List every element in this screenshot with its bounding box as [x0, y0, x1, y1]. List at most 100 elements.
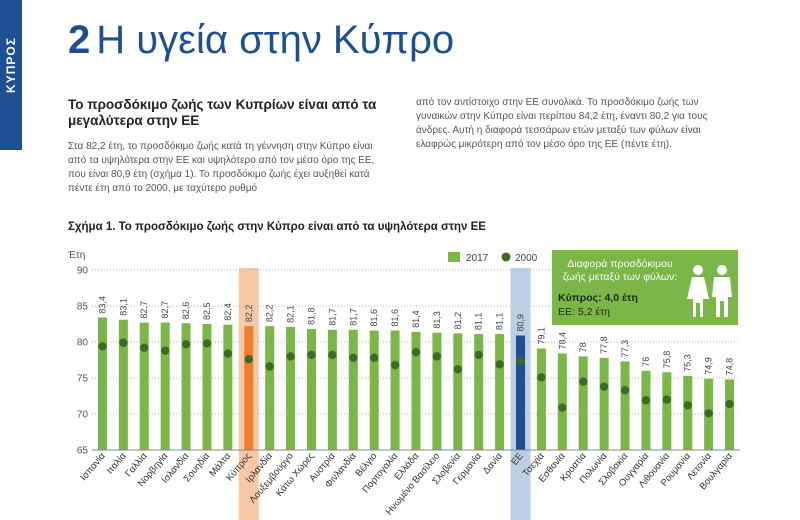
info-box-cyprus: Κύπρος: 4,0 έτη — [558, 292, 638, 304]
data-label: 77,8 — [599, 336, 609, 354]
bar-2017 — [453, 333, 463, 450]
bar-2017 — [181, 323, 191, 450]
data-label: 78 — [578, 342, 588, 352]
bar-2017 — [390, 330, 400, 450]
dot-2000 — [411, 347, 421, 357]
data-label: 80,9 — [516, 314, 526, 332]
dot-2000 — [349, 353, 358, 363]
bar-2017 — [97, 317, 107, 450]
data-label: 81,8 — [306, 308, 316, 326]
dot-2000 — [265, 362, 274, 371]
data-label: 81,7 — [327, 308, 337, 326]
dot-2000 — [620, 386, 630, 395]
y-tick-label: 70 — [77, 410, 89, 421]
legend-swatch-2017 — [448, 252, 460, 262]
dot-2000 — [181, 339, 191, 349]
dot-2000 — [579, 377, 588, 386]
dot-2000 — [328, 350, 337, 360]
bar-2017 — [265, 326, 275, 450]
dot-2000 — [286, 352, 295, 361]
data-label: 81,1 — [495, 313, 505, 331]
bar-2017 — [118, 319, 128, 450]
data-label: 82,2 — [265, 305, 275, 323]
dot-2000 — [160, 346, 170, 355]
info-box-eu: ΕΕ: 5,2 έτη — [558, 306, 611, 318]
dot-2000 — [432, 352, 442, 361]
bar-2017 — [139, 322, 149, 450]
data-label: 81,6 — [369, 309, 379, 327]
x-tick-label: Δανία — [481, 450, 505, 476]
bar-2017 — [327, 329, 337, 450]
dot-2000 — [683, 401, 692, 410]
data-label: 76 — [641, 357, 651, 367]
bar-2017 — [474, 334, 484, 450]
bar-2017 — [369, 330, 379, 450]
data-label: 81,4 — [411, 310, 421, 328]
dot-2000 — [474, 350, 483, 360]
data-label: 81,2 — [453, 312, 463, 330]
bar-2017 — [725, 379, 735, 450]
bar-2017 — [286, 326, 296, 450]
bar-2017 — [160, 322, 170, 450]
data-label: 78,4 — [557, 332, 567, 350]
bar-2017 — [578, 356, 588, 450]
y-tick-label: 90 — [77, 266, 89, 277]
dot-2000 — [307, 350, 316, 360]
bar-2017 — [432, 332, 442, 450]
data-label: 83,4 — [97, 296, 107, 314]
bar-2017 — [202, 324, 212, 450]
dot-2000 — [558, 403, 567, 412]
y-axis-label: Έτη — [67, 250, 85, 261]
bar-2017 — [662, 372, 672, 450]
data-label: 75,8 — [662, 351, 672, 369]
dot-2000 — [725, 399, 734, 409]
dot-2000 — [516, 356, 525, 365]
dot-2000 — [390, 360, 400, 370]
bar-2017 — [641, 370, 651, 450]
legend-swatch-2000 — [501, 252, 511, 262]
dot-2000 — [223, 349, 233, 358]
data-label: 75,3 — [683, 354, 693, 372]
bar-2017 — [683, 375, 693, 450]
dot-2000 — [98, 342, 107, 351]
bar-2017 — [244, 326, 254, 450]
data-label: 81,3 — [432, 311, 442, 329]
dot-2000 — [202, 339, 212, 348]
dot-2000 — [369, 353, 379, 363]
dot-2000 — [704, 409, 713, 418]
figure-title: Σχήμα 1. Το προσδόκιμο ζωής στην Κύπρο ε… — [68, 221, 486, 233]
data-label: 74,8 — [725, 358, 735, 376]
data-label: 74,9 — [704, 357, 714, 375]
bar-2017 — [223, 324, 233, 450]
info-box-title: Διαφορά προσδόκιμου ζωής μεταξύ των φύλω… — [562, 258, 678, 283]
bar-2017 — [557, 353, 567, 450]
data-label: 82,2 — [244, 305, 254, 323]
dot-2000 — [140, 343, 149, 352]
legend-label-2000: 2000 — [515, 253, 538, 264]
dot-2000 — [662, 395, 672, 404]
bar-2017 — [348, 329, 358, 450]
data-label: 82,7 — [139, 301, 149, 319]
data-label: 81,1 — [474, 313, 484, 331]
data-label: 81,7 — [348, 308, 358, 326]
data-label: 81,6 — [390, 309, 400, 327]
bar-2017 — [495, 334, 505, 450]
bar-2017 — [536, 348, 546, 450]
data-label: 82,4 — [223, 303, 233, 321]
data-label: 82,7 — [160, 301, 170, 319]
side-tab: ΚΥΠΡΟΣ — [0, 0, 22, 150]
dot-2000 — [599, 382, 609, 391]
bar-2017 — [516, 335, 526, 450]
dot-2000 — [453, 365, 463, 374]
dot-2000 — [119, 338, 128, 347]
dot-2000 — [537, 373, 546, 382]
dot-2000 — [641, 396, 651, 405]
legend-label-2017: 2017 — [466, 253, 489, 264]
y-tick-label: 85 — [77, 302, 89, 313]
gender-gap-info-box: Διαφορά προσδόκιμου ζωής μεταξύ των φύλω… — [552, 250, 738, 325]
heading-number: 2 — [68, 18, 91, 62]
dot-2000 — [495, 360, 504, 369]
data-label: 82,6 — [181, 302, 191, 320]
